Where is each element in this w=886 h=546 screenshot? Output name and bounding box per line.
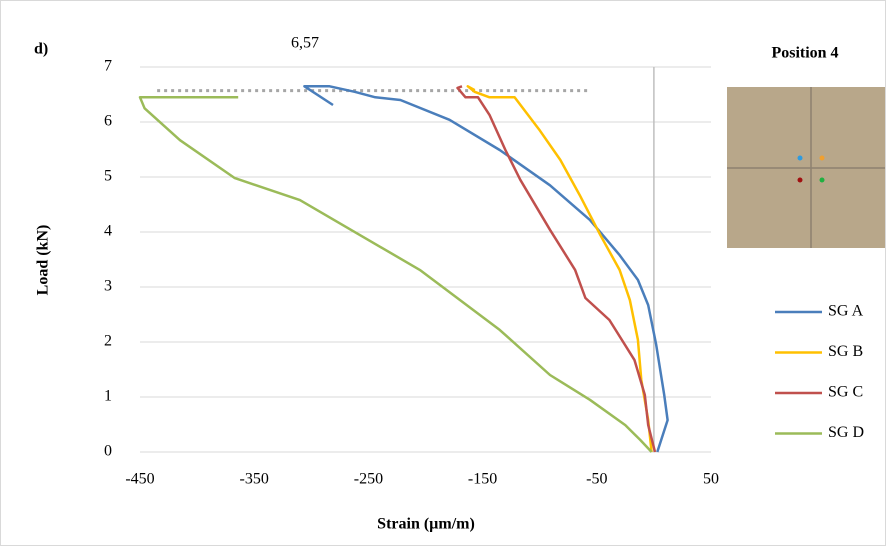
series-line (138, 96, 653, 453)
annotation-label: 6,57 (291, 35, 319, 52)
series-line (456, 85, 657, 453)
y-tick-label: 5 (104, 168, 112, 185)
legend-label: SG B (828, 343, 863, 360)
x-tick-label: -150 (468, 471, 497, 488)
y-tick-label: 6 (104, 113, 112, 130)
inset-dot (797, 177, 803, 183)
y-tick-label: 2 (104, 333, 112, 350)
inset-dot (819, 155, 825, 161)
x-tick-label: -450 (125, 471, 154, 488)
y-axis-title: Load (kN) (35, 225, 52, 296)
panel-label: d) (34, 41, 48, 58)
x-tick-label: -350 (240, 471, 269, 488)
x-tick-label: -50 (586, 471, 607, 488)
x-axis-title: Strain (µm/m) (377, 516, 475, 533)
inset-dot (797, 155, 803, 161)
y-tick-label: 0 (104, 443, 112, 460)
y-tick-label: 4 (104, 223, 112, 240)
series-line (303, 85, 669, 453)
legend-label: SG A (828, 303, 864, 320)
inset-dot (819, 177, 825, 183)
y-tick-label: 7 (104, 58, 112, 75)
y-tick-label: 1 (104, 388, 112, 405)
chart-title: Position 4 (771, 45, 838, 62)
y-tick-label: 3 (104, 278, 112, 295)
x-tick-label: -250 (354, 471, 383, 488)
position-inset (727, 87, 885, 248)
legend-label: SG D (828, 424, 864, 441)
legend-label: SG C (828, 384, 863, 401)
series-line (466, 85, 653, 453)
x-tick-label: 50 (703, 471, 719, 488)
